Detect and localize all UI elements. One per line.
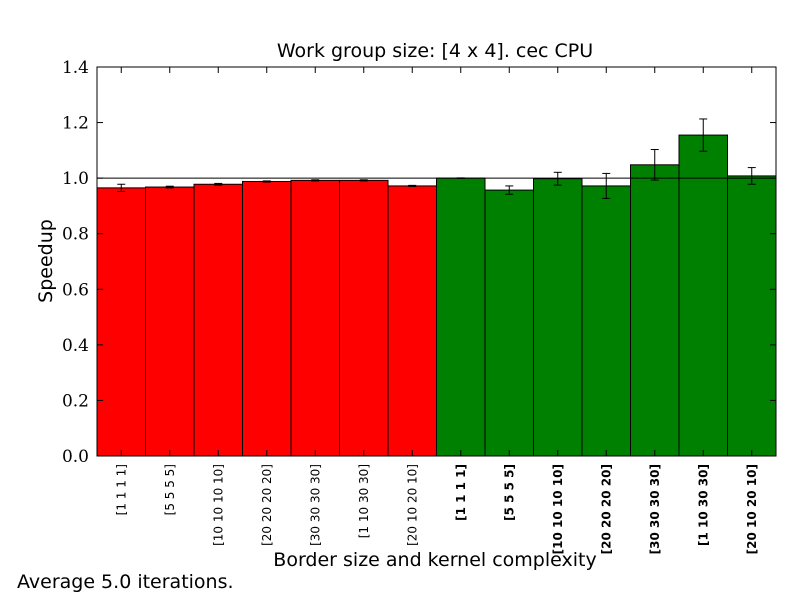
bars-group bbox=[96, 134, 777, 457]
bar bbox=[193, 183, 243, 457]
x-tick-label: [5 5 5 5] bbox=[502, 464, 516, 521]
x-tick-label: [20 10 20 10] bbox=[745, 464, 759, 554]
x-tick-label: [10 10 10 10] bbox=[211, 464, 225, 546]
x-tick-label: [20 10 20 10] bbox=[405, 464, 419, 546]
footer-note: Average 5.0 iterations. bbox=[17, 571, 234, 593]
x-tick-label: [1 10 30 30] bbox=[357, 464, 371, 538]
y-tick-label: 1.2 bbox=[62, 114, 89, 134]
error-bar bbox=[165, 185, 174, 189]
x-axis-label: Border size and kernel complexity bbox=[273, 549, 596, 571]
x-tick-label: [30 30 30 30] bbox=[308, 464, 322, 546]
chart-title: Work group size: [4 x 4]. cec CPU bbox=[277, 40, 593, 62]
x-tick-label: [10 10 10 10] bbox=[551, 464, 565, 554]
plot-frame bbox=[96, 66, 777, 457]
x-tick-label: [1 1 1 1] bbox=[454, 464, 468, 521]
x-tick-label: [20 20 20 20] bbox=[599, 464, 613, 554]
error-bar bbox=[553, 171, 562, 186]
bar bbox=[533, 178, 583, 457]
error-bar bbox=[505, 185, 514, 195]
error-bar bbox=[650, 149, 659, 181]
error-bar bbox=[408, 184, 417, 187]
bar bbox=[630, 164, 680, 457]
y-tick-label: 0.2 bbox=[62, 391, 89, 411]
y-axis-label: Speedup bbox=[35, 219, 57, 303]
bar bbox=[145, 186, 195, 457]
bar bbox=[484, 189, 534, 457]
bar bbox=[387, 185, 437, 457]
y-tick-label: 1.0 bbox=[62, 169, 89, 189]
bar bbox=[581, 185, 631, 457]
x-tick-label: [20 20 20 20] bbox=[260, 464, 274, 546]
x-tick-label: [30 30 30 30] bbox=[648, 464, 662, 554]
error-bar bbox=[214, 182, 223, 186]
y-tick-label: 1.4 bbox=[62, 58, 89, 78]
x-axis-ticks: [1 1 1 1] [5 5 5 5] [10 10 10 10] [20 20 20… bbox=[114, 67, 759, 554]
x-tick-label: [5 5 5 5] bbox=[163, 464, 177, 515]
y-tick-label: 0.8 bbox=[62, 225, 89, 245]
error-bar bbox=[262, 180, 271, 183]
error-bar bbox=[311, 179, 320, 182]
bar bbox=[436, 177, 486, 457]
bar bbox=[339, 179, 389, 457]
error-bar bbox=[359, 179, 368, 182]
y-tick-label: 0.6 bbox=[62, 280, 89, 300]
error-bar bbox=[747, 167, 756, 185]
bar bbox=[678, 134, 728, 457]
error-bar bbox=[117, 183, 126, 192]
x-tick-label: [1 10 30 30] bbox=[696, 464, 710, 546]
error-bar bbox=[699, 118, 708, 152]
y-axis-ticks: 0.0 0.2 0.4 0.6 0.8 1.0 1.2 1.4 bbox=[62, 58, 776, 467]
y-tick-label: 0.0 bbox=[62, 447, 89, 467]
x-tick-label: [1 1 1 1] bbox=[114, 464, 128, 515]
error-bar bbox=[602, 172, 611, 199]
y-tick-label: 0.4 bbox=[62, 336, 89, 356]
bar bbox=[96, 187, 146, 457]
bar bbox=[290, 179, 340, 457]
bar bbox=[242, 180, 292, 457]
bar bbox=[727, 175, 777, 457]
